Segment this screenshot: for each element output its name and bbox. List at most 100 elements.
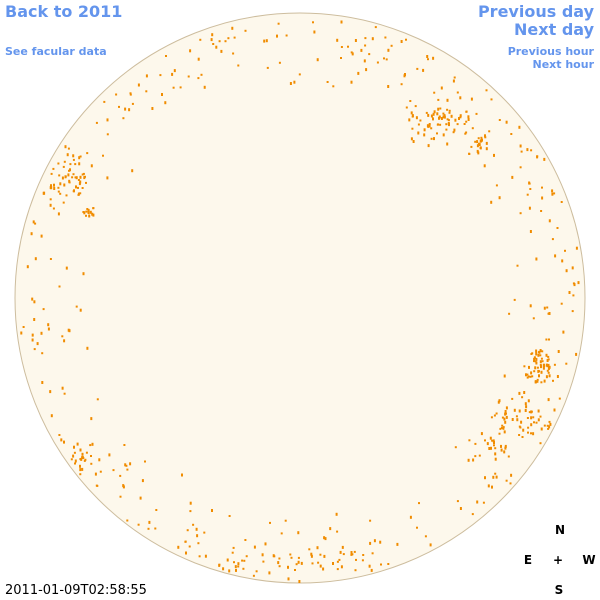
facula: [486, 442, 489, 446]
facula: [112, 469, 115, 472]
facula: [403, 74, 406, 78]
facula: [69, 163, 72, 166]
facula: [57, 186, 60, 189]
facula: [557, 350, 560, 353]
facula: [204, 554, 207, 558]
facula: [493, 414, 496, 417]
facula: [277, 561, 280, 565]
facula: [181, 473, 183, 477]
facula: [50, 414, 53, 418]
facula: [487, 484, 490, 488]
facula: [529, 304, 532, 308]
facula: [31, 333, 34, 337]
facula: [470, 97, 473, 101]
facula: [419, 119, 422, 122]
facula: [335, 512, 338, 516]
facula: [571, 310, 574, 313]
facula: [376, 61, 379, 64]
next-hour-link[interactable]: Next hour: [532, 58, 595, 71]
facula: [536, 378, 539, 381]
facula: [119, 474, 122, 477]
facula: [128, 108, 131, 112]
facula: [66, 153, 69, 157]
facula: [433, 110, 436, 114]
facula: [424, 535, 427, 538]
facula: [513, 408, 516, 412]
facula: [52, 167, 55, 170]
facula: [351, 553, 354, 556]
facula: [72, 158, 75, 161]
facula: [22, 326, 25, 328]
next-day-link[interactable]: Next day: [514, 20, 594, 39]
facula: [284, 519, 287, 522]
previous-hour-link[interactable]: Previous hour: [507, 45, 594, 58]
facula: [91, 442, 94, 446]
facula: [551, 238, 554, 241]
facula: [227, 37, 230, 40]
facula: [233, 561, 235, 564]
facula: [523, 365, 526, 368]
facula: [511, 418, 514, 421]
facula: [129, 93, 132, 96]
facula: [537, 418, 540, 422]
facula: [74, 176, 77, 179]
facula: [385, 58, 388, 61]
facula: [184, 540, 187, 543]
facula: [287, 565, 289, 569]
facula: [371, 552, 374, 555]
facula: [75, 185, 77, 189]
facula: [429, 543, 432, 547]
facula: [526, 373, 529, 376]
facula: [42, 308, 45, 311]
facula: [41, 352, 44, 355]
facula: [479, 139, 482, 143]
facula: [548, 219, 551, 223]
facula: [210, 38, 213, 42]
facula: [490, 98, 493, 101]
facula: [547, 312, 550, 315]
facula: [503, 430, 506, 434]
facula: [530, 353, 533, 355]
facula: [147, 527, 150, 530]
facula: [339, 550, 342, 554]
facula: [82, 272, 85, 276]
facula: [465, 120, 468, 123]
previous-day-link[interactable]: Previous day: [477, 2, 594, 21]
facula: [485, 147, 488, 151]
facula: [520, 420, 523, 424]
facula: [106, 118, 109, 122]
facula: [405, 38, 407, 41]
facula: [494, 457, 497, 461]
facula: [57, 212, 60, 216]
facula: [519, 144, 522, 148]
facula: [409, 515, 412, 519]
facula: [287, 577, 290, 581]
facula: [411, 127, 414, 130]
facula: [438, 115, 441, 119]
facula: [556, 227, 559, 229]
facula: [92, 213, 95, 217]
facula: [504, 412, 507, 416]
facula: [492, 439, 495, 443]
facula: [527, 399, 530, 403]
facula: [463, 123, 466, 125]
facula: [524, 409, 527, 412]
facula: [173, 69, 176, 73]
facula: [89, 210, 92, 214]
facula: [513, 298, 516, 301]
facula: [549, 422, 552, 426]
facula: [504, 444, 507, 448]
facula: [49, 258, 52, 260]
facula: [536, 380, 539, 383]
facula: [480, 136, 483, 139]
facula: [74, 163, 77, 166]
facula: [336, 560, 339, 563]
facula: [369, 519, 372, 522]
facula: [332, 562, 334, 565]
facula: [436, 132, 438, 135]
back-link[interactable]: Back to 2011: [5, 2, 123, 21]
facula: [491, 485, 493, 489]
facula: [467, 115, 470, 119]
facular-link[interactable]: See facular data: [5, 45, 107, 58]
